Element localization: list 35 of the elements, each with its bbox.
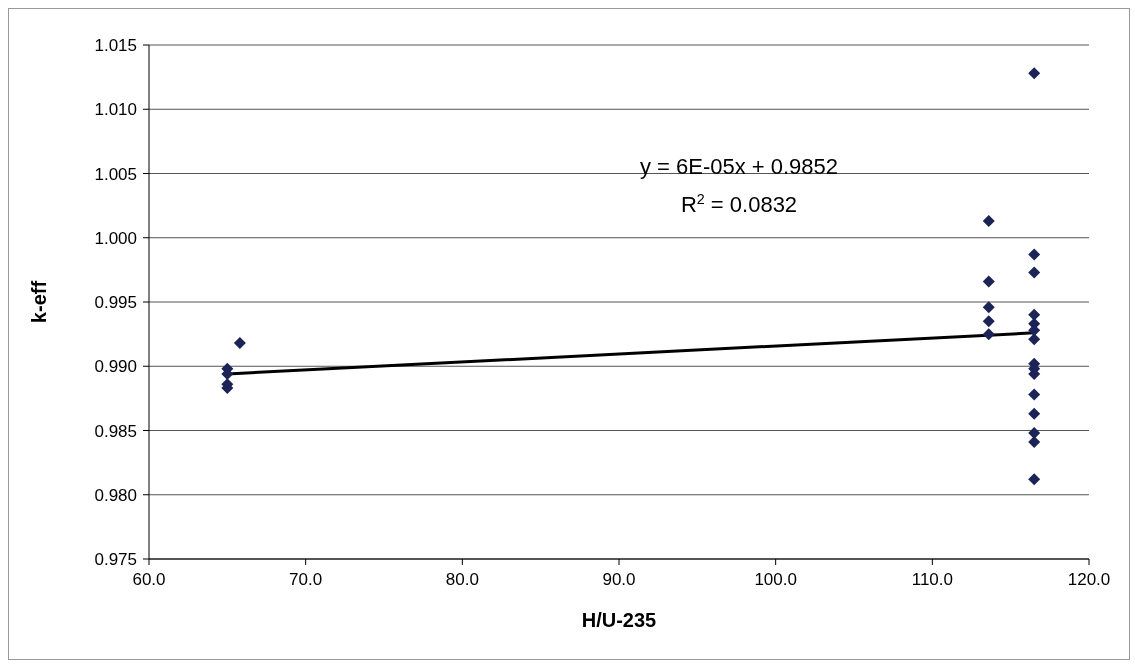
point	[1028, 333, 1041, 346]
y-tick-label: 1.010	[94, 100, 137, 120]
y-axis-title: k-eff	[28, 280, 51, 324]
x-tick-label: 120.0	[1067, 570, 1111, 590]
point	[1028, 308, 1041, 321]
point	[982, 328, 995, 341]
annotation: y = 6E-05x + 0.9852	[639, 154, 839, 179]
point	[233, 337, 246, 350]
point	[982, 301, 995, 314]
point	[982, 275, 995, 288]
y-tick-label: 0.985	[94, 421, 137, 441]
x-tick-label: 80.0	[445, 570, 479, 590]
point	[982, 315, 995, 328]
point	[1028, 388, 1041, 401]
x-tick-label: 100.0	[754, 570, 797, 590]
y-tick-label: 0.990	[94, 357, 137, 377]
x-tick-label: 60.0	[132, 570, 166, 590]
point	[1028, 436, 1041, 449]
y-tick-label: 0.980	[94, 485, 137, 505]
point	[1028, 266, 1041, 279]
point	[1028, 248, 1041, 261]
x-axis-title: H/U-235	[581, 609, 657, 631]
point	[1028, 407, 1041, 420]
annotation: R$^{2}$ = 0.0832	[680, 191, 798, 217]
y-tick-label: 1.005	[94, 164, 137, 184]
point	[982, 215, 995, 228]
point	[1028, 67, 1041, 80]
point	[1028, 473, 1041, 486]
x-tick-label: 70.0	[289, 570, 323, 590]
x-tick-label: 110.0	[911, 570, 953, 590]
y-tick-label: 0.975	[94, 550, 137, 570]
x-tick-label: 90.0	[602, 570, 636, 590]
y-tick-label: 0.995	[94, 293, 137, 313]
y-tick-label: 1.000	[94, 228, 137, 248]
y-tick-label: 1.015	[94, 36, 137, 56]
